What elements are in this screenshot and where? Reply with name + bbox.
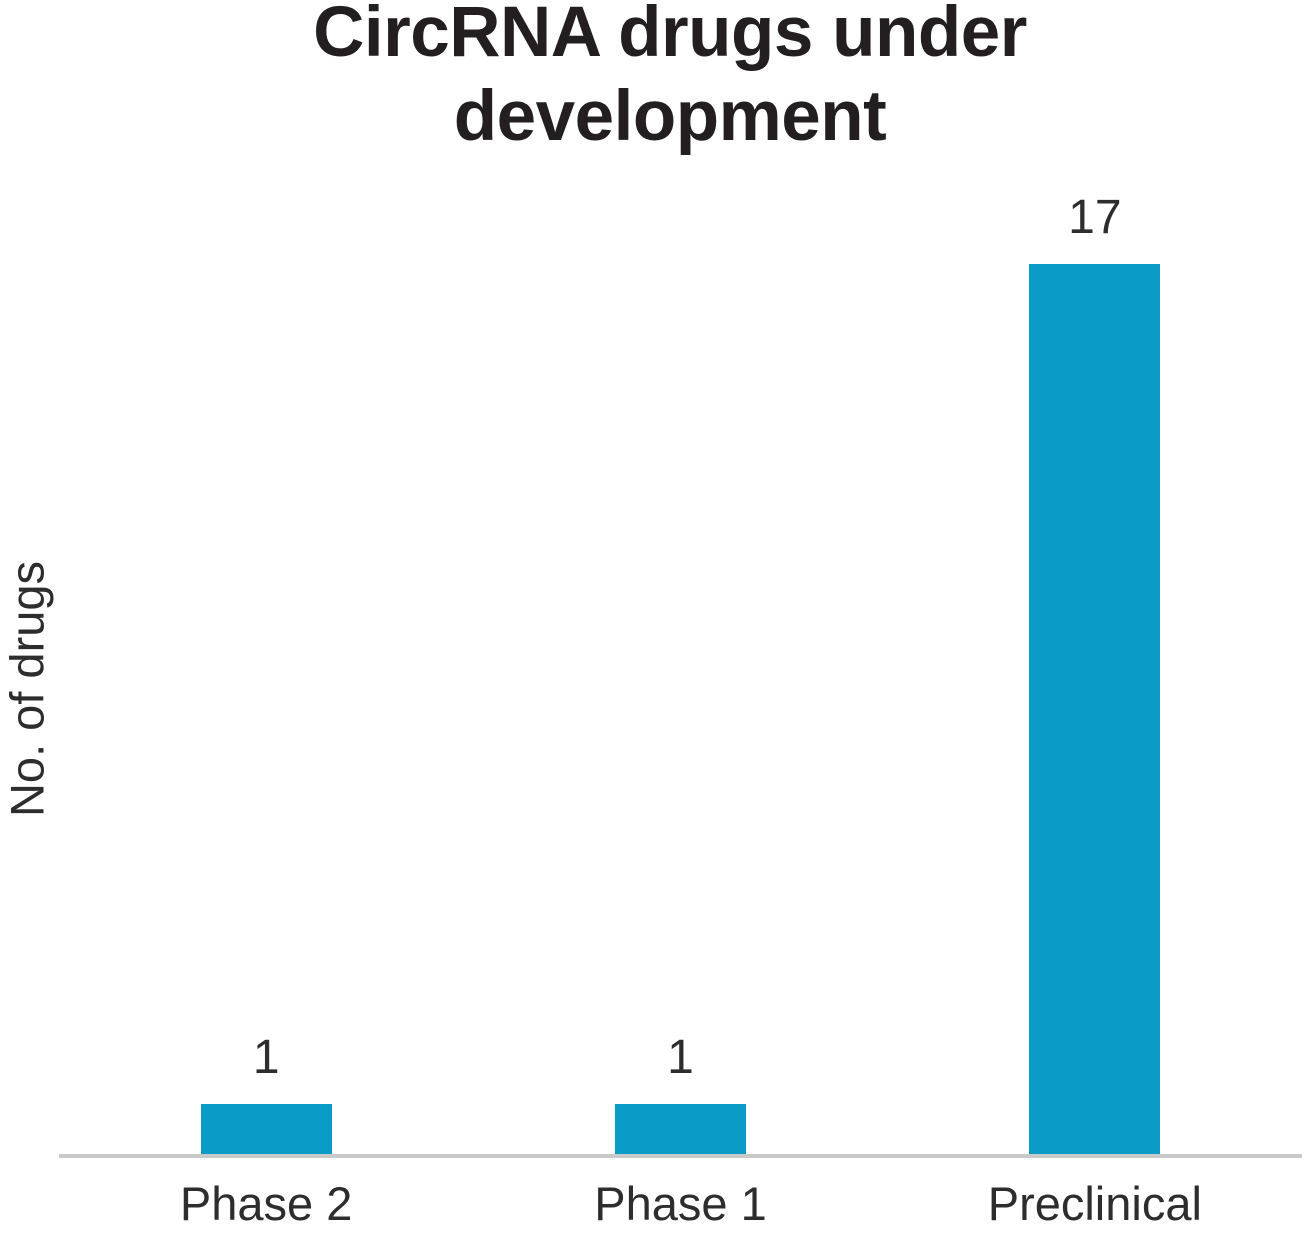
bar-value-label: 17 xyxy=(1068,191,1122,244)
bar-phase-1 xyxy=(614,1104,746,1156)
bar-preclinical xyxy=(1029,264,1161,1156)
bar-phase-2 xyxy=(200,1104,332,1156)
bars-row: 1 1 17 xyxy=(59,170,1302,1156)
x-axis-category-label: Phase 1 xyxy=(594,1177,767,1230)
x-labels-row: Phase 2 Phase 1 Preclinical xyxy=(59,1176,1302,1231)
bar-value-label: 1 xyxy=(667,1031,694,1084)
bar-value-label: 1 xyxy=(252,1031,280,1084)
bar-slot: 17 xyxy=(888,170,1302,1156)
y-axis-label: No. of drugs xyxy=(0,560,54,818)
bar-slot: 1 xyxy=(59,170,473,1156)
x-axis-category-label: Preclinical xyxy=(987,1177,1202,1230)
plot-area: 1 1 17 xyxy=(59,170,1302,1158)
x-axis-line xyxy=(59,1154,1302,1158)
chart-title: CircRNA drugs under development xyxy=(313,0,1027,156)
bar-slot: 1 xyxy=(473,170,887,1156)
x-axis-category-label: Phase 2 xyxy=(179,1177,353,1230)
